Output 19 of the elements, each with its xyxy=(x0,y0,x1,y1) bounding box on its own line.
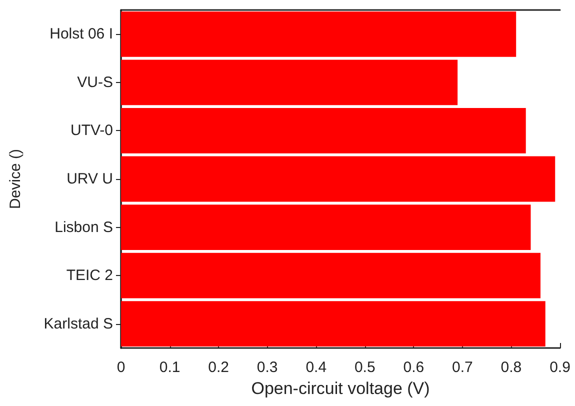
y-axis-title: Device () xyxy=(7,148,24,210)
x-tick-label: 0 xyxy=(116,359,126,376)
y-tick-label: Karlstad S xyxy=(44,315,113,332)
y-tick-label: UTV-0 xyxy=(70,122,113,140)
x-tick-label: 0.5 xyxy=(354,359,376,376)
x-tick-label: 0.1 xyxy=(159,359,180,376)
x-tick-label: 0.3 xyxy=(256,359,278,376)
y-tick-label: Lisbon S xyxy=(54,218,113,236)
x-tick-label: 0.6 xyxy=(403,359,424,376)
y-tick-label: TEIC 2 xyxy=(66,267,113,284)
x-axis-title: Open-circuit voltage (V) xyxy=(251,378,430,398)
x-tick-label: 0.9 xyxy=(550,359,570,376)
y-tick-label: URV U xyxy=(66,170,113,188)
y-tick-label: Holst 06 I xyxy=(50,26,113,43)
y-tick-label: VU-S xyxy=(77,74,113,91)
x-tick-label: 0.2 xyxy=(208,359,229,376)
x-tick-label: 0.7 xyxy=(452,359,473,376)
x-tick-label: 0.4 xyxy=(306,359,327,376)
x-tick-label: 0.8 xyxy=(500,359,522,376)
